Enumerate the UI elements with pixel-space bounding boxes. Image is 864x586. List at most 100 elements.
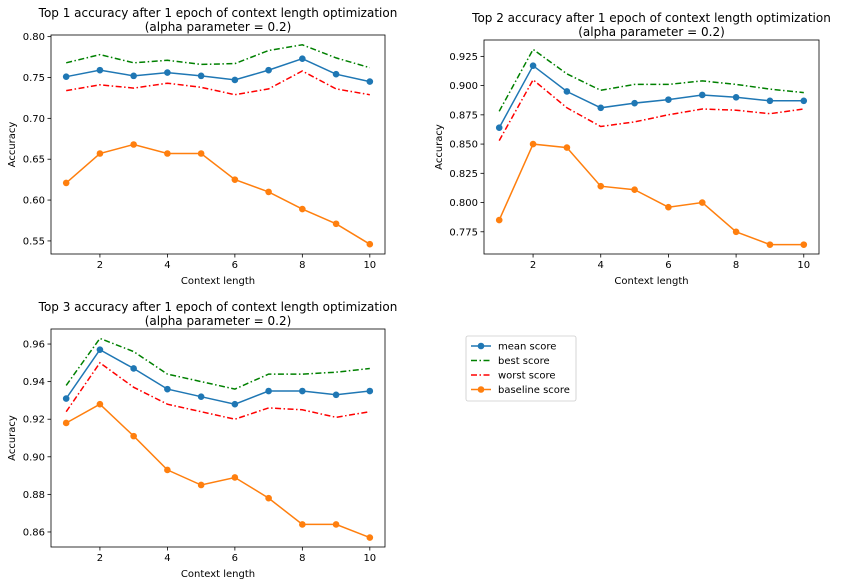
- data-point: [130, 141, 137, 148]
- chart-2: Top 2 accuracy after 1 epoch of context …: [434, 11, 831, 287]
- data-point: [299, 205, 306, 213]
- chart-title-line: Top 2 accuracy after 1 epoch of context …: [471, 11, 831, 25]
- series-best-score: [66, 44, 371, 69]
- data-point: [332, 521, 340, 528]
- data-point: [231, 76, 239, 84]
- series-baseline-score: [62, 141, 374, 248]
- series-line: [65, 361, 370, 420]
- data-point: [299, 55, 306, 62]
- x-tick-label: 4: [164, 260, 170, 271]
- data-point: [766, 241, 774, 248]
- x-tick-label: 6: [232, 553, 238, 564]
- y-tick-label: 0.800: [449, 198, 478, 209]
- plot-frame: [50, 328, 386, 548]
- y-tick-label: 0.55: [23, 236, 45, 247]
- data-point: [231, 400, 239, 408]
- legend-label: baseline score: [498, 385, 570, 396]
- data-point: [563, 88, 571, 95]
- legend-marker: [477, 342, 485, 350]
- series-line: [498, 48, 804, 112]
- legend-box: [465, 335, 577, 402]
- data-point: [265, 387, 272, 395]
- data-point: [766, 97, 774, 105]
- data-point: [366, 534, 374, 541]
- series-line: [498, 143, 804, 246]
- x-tick-label: 2: [530, 260, 536, 271]
- data-point: [366, 78, 374, 85]
- data-point: [631, 99, 638, 107]
- y-tick-label: 0.80: [23, 32, 45, 43]
- data-point: [130, 72, 137, 80]
- x-tick-label: 10: [797, 260, 810, 271]
- x-tick-label: 6: [665, 260, 671, 271]
- series-baseline-score: [62, 400, 374, 541]
- series-mean-score: [495, 62, 808, 132]
- y-tick-label: 0.925: [449, 52, 478, 63]
- legend-label: mean score: [498, 342, 556, 353]
- data-point: [665, 203, 672, 211]
- y-tick-label: 0.65: [23, 155, 45, 166]
- y-tick-label: 0.86: [23, 527, 45, 538]
- x-tick-label: 2: [97, 260, 103, 271]
- series-worst-score: [498, 78, 804, 141]
- legend-entry: best score: [471, 356, 550, 367]
- y-tick-label: 0.90: [23, 452, 45, 463]
- x-tick-label: 8: [299, 260, 305, 271]
- data-point: [299, 387, 306, 395]
- data-point: [732, 94, 740, 101]
- series-mean-score: [62, 346, 374, 408]
- series-best-score: [498, 48, 804, 112]
- data-point: [96, 346, 104, 353]
- data-point: [698, 91, 706, 99]
- chart-1: Top 1 accuracy after 1 epoch of context …: [7, 6, 397, 287]
- series-line: [65, 348, 370, 405]
- data-point: [366, 387, 374, 395]
- data-point: [96, 150, 104, 157]
- y-tick-label: 0.850: [449, 140, 478, 151]
- data-point: [529, 62, 537, 70]
- series-mean-score: [62, 55, 374, 85]
- y-tick-label: 0.875: [449, 110, 478, 121]
- legend-entry: baseline score: [471, 385, 570, 396]
- chart-title-line: (alpha parameter = 0.2): [578, 25, 725, 39]
- y-tick-label: 0.900: [449, 81, 478, 92]
- x-tick-label: 4: [598, 260, 604, 271]
- legend: mean score best score worst score baseline …: [465, 335, 577, 402]
- data-point: [96, 66, 104, 74]
- data-point: [164, 150, 171, 157]
- y-tick-label: 0.60: [23, 196, 45, 207]
- chart-title-line: (alpha parameter = 0.2): [145, 314, 292, 328]
- data-point: [130, 365, 137, 372]
- data-point: [197, 393, 205, 400]
- data-point: [197, 72, 205, 80]
- series-line: [66, 44, 371, 69]
- data-point: [62, 419, 70, 427]
- series-worst-score: [65, 361, 370, 420]
- data-point: [231, 176, 239, 183]
- y-axis-label: Accuracy: [434, 124, 445, 170]
- series-line: [498, 64, 804, 129]
- chart-title-line: Top 1 accuracy after 1 epoch of context …: [38, 6, 398, 20]
- data-point: [164, 466, 171, 474]
- series-best-score: [65, 337, 370, 390]
- plot-frame: [483, 39, 820, 255]
- data-point: [631, 186, 638, 193]
- data-point: [265, 66, 272, 74]
- data-point: [265, 188, 272, 196]
- y-axis-label: Accuracy: [7, 415, 18, 461]
- series-line: [498, 78, 804, 141]
- data-point: [563, 144, 571, 151]
- data-point: [495, 216, 503, 224]
- series-worst-score: [66, 70, 370, 96]
- y-axis-label: Accuracy: [7, 122, 18, 168]
- data-point: [665, 96, 672, 103]
- x-tick-label: 8: [733, 260, 739, 271]
- data-point: [495, 124, 503, 132]
- chart-3: Top 3 accuracy after 1 epoch of context …: [7, 300, 397, 580]
- legend-entry: worst score: [471, 371, 556, 382]
- data-point: [366, 240, 374, 248]
- y-tick-label: 0.70: [23, 114, 45, 125]
- series-line: [66, 70, 370, 96]
- y-tick-label: 0.88: [23, 490, 45, 501]
- x-tick-label: 6: [232, 260, 238, 271]
